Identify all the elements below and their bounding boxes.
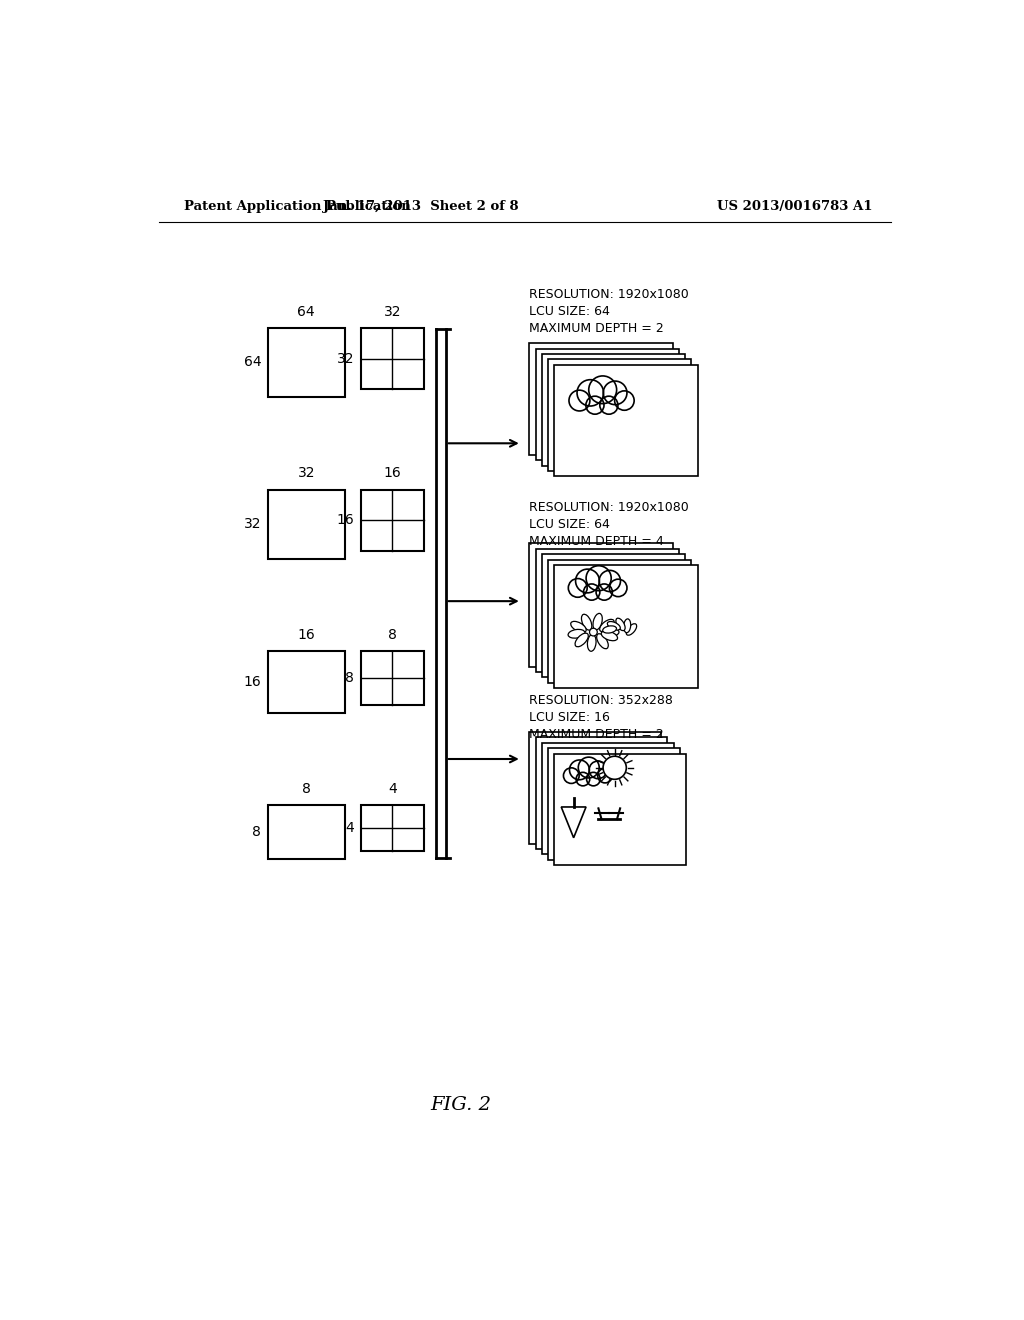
Circle shape bbox=[603, 381, 627, 405]
Circle shape bbox=[584, 583, 600, 601]
Circle shape bbox=[586, 396, 604, 414]
Circle shape bbox=[598, 768, 612, 783]
Text: 64: 64 bbox=[297, 305, 315, 318]
Bar bbox=[548, 748, 680, 859]
Circle shape bbox=[599, 570, 621, 591]
Bar bbox=[267, 805, 345, 859]
Ellipse shape bbox=[588, 635, 596, 651]
Ellipse shape bbox=[593, 614, 602, 630]
Bar bbox=[536, 738, 668, 849]
Circle shape bbox=[600, 396, 617, 414]
Bar bbox=[542, 554, 685, 677]
Ellipse shape bbox=[575, 634, 589, 647]
Text: 8: 8 bbox=[345, 671, 354, 685]
Circle shape bbox=[579, 758, 599, 777]
Circle shape bbox=[603, 756, 627, 779]
Ellipse shape bbox=[597, 634, 608, 648]
Text: Jan. 17, 2013  Sheet 2 of 8: Jan. 17, 2013 Sheet 2 of 8 bbox=[324, 199, 519, 213]
Text: US 2013/0016783 A1: US 2013/0016783 A1 bbox=[717, 199, 872, 213]
Bar bbox=[536, 549, 679, 672]
Text: 16: 16 bbox=[337, 513, 354, 527]
Bar bbox=[548, 560, 691, 682]
Ellipse shape bbox=[603, 626, 616, 634]
Circle shape bbox=[589, 376, 616, 404]
Text: RESOLUTION: 352x288
LCU SIZE: 16
MAXIMUM DEPTH = 2: RESOLUTION: 352x288 LCU SIZE: 16 MAXIMUM… bbox=[529, 693, 674, 741]
Circle shape bbox=[596, 583, 612, 601]
Bar bbox=[554, 364, 697, 477]
Circle shape bbox=[575, 569, 599, 593]
Bar bbox=[267, 651, 345, 713]
Bar bbox=[360, 327, 424, 389]
Circle shape bbox=[568, 578, 587, 597]
Text: 16: 16 bbox=[297, 628, 315, 642]
Ellipse shape bbox=[602, 628, 618, 636]
Circle shape bbox=[563, 768, 580, 784]
Text: Patent Application Publication: Patent Application Publication bbox=[183, 199, 411, 213]
Circle shape bbox=[569, 760, 590, 780]
Ellipse shape bbox=[607, 622, 621, 630]
Text: RESOLUTION: 1920x1080
LCU SIZE: 64
MAXIMUM DEPTH = 4: RESOLUTION: 1920x1080 LCU SIZE: 64 MAXIM… bbox=[529, 502, 689, 548]
Bar bbox=[267, 327, 345, 397]
Text: 8: 8 bbox=[253, 825, 261, 840]
Ellipse shape bbox=[570, 622, 586, 632]
Ellipse shape bbox=[615, 618, 625, 631]
Bar bbox=[529, 733, 662, 843]
Text: FIG. 2: FIG. 2 bbox=[431, 1097, 492, 1114]
Circle shape bbox=[609, 579, 627, 597]
Ellipse shape bbox=[567, 766, 608, 781]
Circle shape bbox=[587, 772, 600, 785]
Text: 4: 4 bbox=[345, 821, 354, 836]
Bar bbox=[529, 343, 673, 455]
Ellipse shape bbox=[568, 630, 585, 638]
Circle shape bbox=[569, 391, 590, 411]
Ellipse shape bbox=[572, 576, 622, 595]
Bar bbox=[360, 651, 424, 705]
Text: 32: 32 bbox=[244, 517, 261, 531]
Ellipse shape bbox=[600, 619, 614, 632]
Ellipse shape bbox=[627, 624, 637, 635]
Text: 4: 4 bbox=[388, 781, 396, 796]
Bar bbox=[548, 359, 691, 471]
Circle shape bbox=[589, 762, 607, 779]
Text: 64: 64 bbox=[244, 355, 261, 370]
Text: RESOLUTION: 1920x1080
LCU SIZE: 64
MAXIMUM DEPTH = 2: RESOLUTION: 1920x1080 LCU SIZE: 64 MAXIM… bbox=[529, 288, 689, 335]
Text: 32: 32 bbox=[384, 305, 401, 318]
Bar bbox=[529, 544, 673, 667]
Bar bbox=[360, 805, 424, 851]
Text: 32: 32 bbox=[337, 351, 354, 366]
Text: 16: 16 bbox=[383, 466, 401, 480]
Bar bbox=[536, 348, 679, 461]
Circle shape bbox=[614, 391, 634, 411]
Text: 8: 8 bbox=[302, 781, 310, 796]
Polygon shape bbox=[561, 807, 586, 838]
Bar bbox=[554, 754, 686, 866]
Ellipse shape bbox=[574, 387, 629, 408]
Bar bbox=[267, 490, 345, 558]
Circle shape bbox=[577, 772, 590, 785]
Text: 8: 8 bbox=[388, 628, 396, 642]
Circle shape bbox=[586, 566, 611, 590]
Text: 16: 16 bbox=[244, 675, 261, 689]
Ellipse shape bbox=[601, 631, 617, 640]
Circle shape bbox=[590, 628, 597, 636]
Circle shape bbox=[578, 380, 603, 407]
Bar bbox=[360, 490, 424, 552]
Bar bbox=[542, 354, 685, 466]
Text: 32: 32 bbox=[298, 466, 315, 480]
Bar bbox=[554, 565, 697, 688]
Bar bbox=[542, 743, 674, 854]
Ellipse shape bbox=[582, 614, 592, 630]
Ellipse shape bbox=[624, 619, 631, 632]
